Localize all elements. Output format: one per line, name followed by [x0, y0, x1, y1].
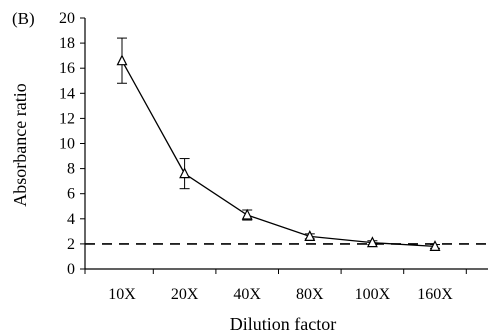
- y-tick-label: 2: [67, 236, 75, 253]
- panel-label: (B): [12, 9, 35, 28]
- x-tick-label: 160X: [417, 286, 453, 303]
- data-point-marker: [304, 230, 316, 241]
- y-tick-label: 0: [67, 261, 75, 278]
- data-point-marker: [429, 240, 441, 252]
- y-tick-label: 6: [67, 186, 75, 203]
- y-tick-label: 12: [59, 110, 75, 127]
- y-tick-label: 20: [59, 10, 75, 27]
- y-ticks: 0 2 4 6 8 10 12 14 16 18 20: [59, 10, 85, 278]
- x-tick-label: 100X: [355, 286, 391, 303]
- x-tick-label: 80X: [296, 286, 324, 303]
- x-tick-label: 40X: [233, 286, 261, 303]
- series-line: [121, 60, 436, 248]
- y-tick-label: 18: [59, 35, 75, 52]
- x-axis-title: Dilution factor: [230, 314, 336, 334]
- y-tick-label: 16: [59, 60, 75, 77]
- y-tick-label: 10: [59, 136, 75, 153]
- x-ticks: 10X 20X 40X 80X 100X 160X: [84, 269, 467, 303]
- x-tick-label: 10X: [108, 286, 136, 303]
- axes: [84, 18, 488, 270]
- data-point-marker: [179, 167, 191, 179]
- y-tick-label: 14: [59, 85, 75, 102]
- data-point-marker: [241, 208, 253, 220]
- data-point-marker: [116, 54, 128, 66]
- series-group: [116, 37, 441, 252]
- y-tick-label: 4: [67, 211, 75, 228]
- y-axis-title: Absorbance ratio: [10, 83, 30, 206]
- x-tick-label: 20X: [171, 286, 199, 303]
- data-point-marker: [366, 236, 378, 248]
- y-tick-label: 8: [67, 161, 75, 178]
